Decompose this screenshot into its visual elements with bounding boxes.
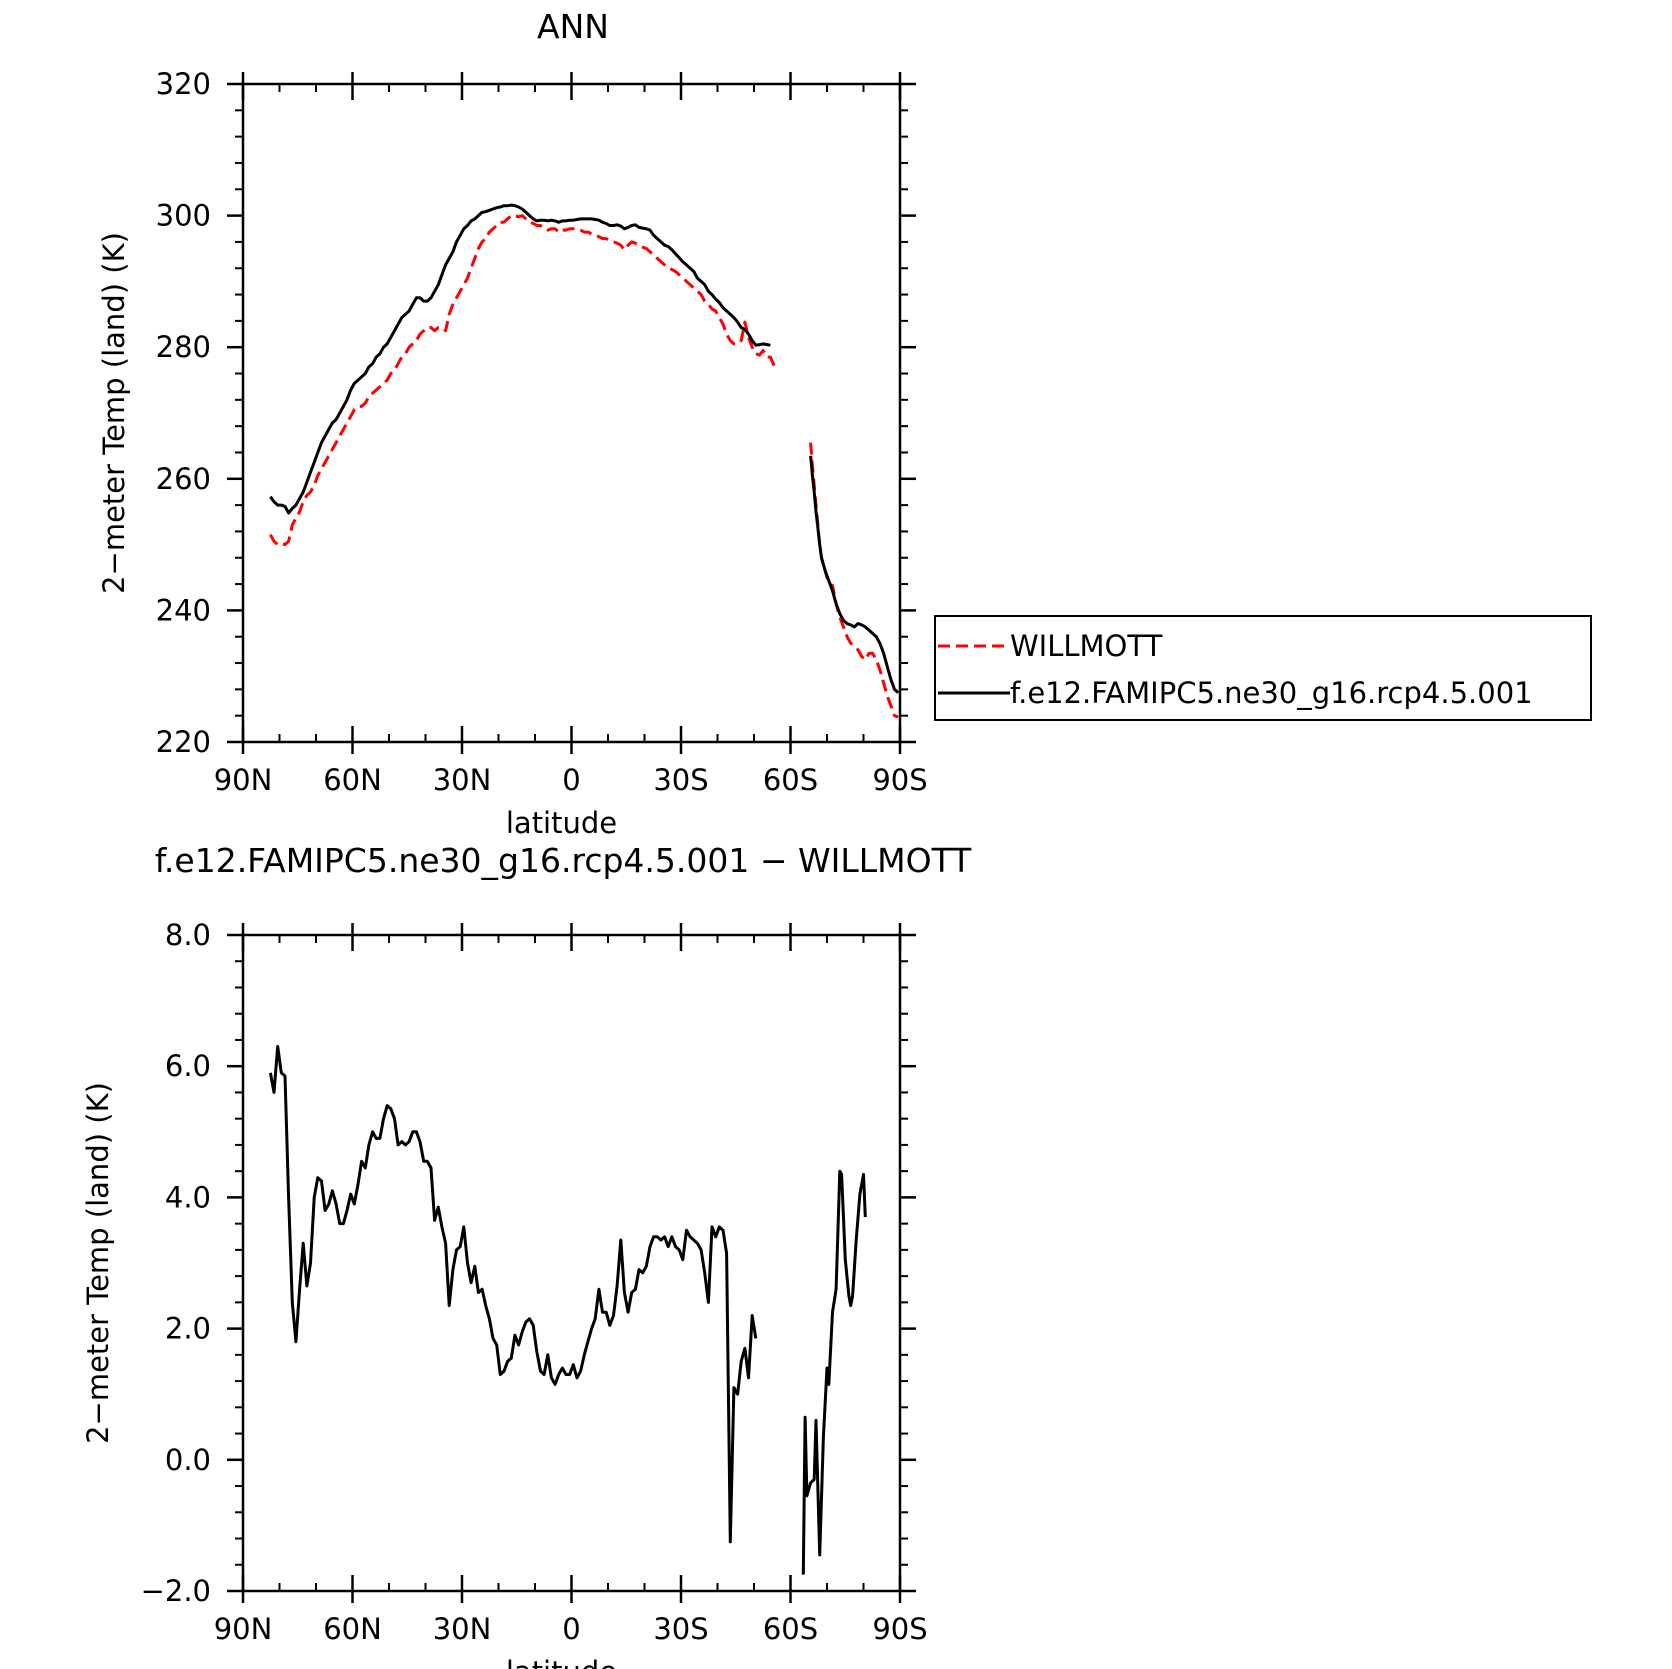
x-tick-label: 60N — [323, 763, 382, 797]
x-tick-label: 30S — [653, 1612, 708, 1646]
y-tick-label: −2.0 — [141, 1574, 211, 1608]
chart-title-bottom: f.e12.FAMIPC5.ne30_g16.rcp4.5.001 − WILL… — [155, 841, 972, 880]
legend-label-model: f.e12.FAMIPC5.ne30_g16.rcp4.5.001 — [1010, 676, 1533, 710]
plot-temperature-difference: 90N 60N 30N 0 30S 60S 90S −2.0 0.0 2.0 4.0 6.0 8.0 la… — [81, 918, 928, 1669]
x-tick-label: 90S — [872, 763, 927, 797]
x-axis-title: latitude — [506, 806, 617, 840]
x-tick-label: 30S — [653, 763, 708, 797]
plot-frame — [241, 933, 902, 1593]
y-tick-label: 300 — [156, 199, 211, 233]
x-tick-label: 90N — [214, 763, 273, 797]
legend-box — [934, 615, 1592, 721]
x-axis-title: latitude — [506, 1655, 617, 1669]
x-tick-label: 0 — [562, 1612, 580, 1646]
y-tick-label: 240 — [156, 593, 211, 627]
y-tick-label: 6.0 — [165, 1049, 211, 1083]
x-tick-label: 0 — [562, 763, 580, 797]
plot-annual-temperature: 90N 60N 30N 0 30S 60S 90S 220 240 260 280 300 320 lat… — [97, 67, 928, 840]
x-tick-label: 30N — [433, 763, 492, 797]
x-tick-label: 90N — [214, 1612, 273, 1646]
y-tick-label: 4.0 — [165, 1180, 211, 1214]
legend-label-willmott: WILLMOTT — [1010, 629, 1163, 663]
series-line-willmott-top — [809, 442, 899, 719]
y-tick-label: 260 — [156, 462, 211, 496]
x-tick-label: 90S — [872, 1612, 927, 1646]
x-tick-label: 60S — [763, 763, 818, 797]
legend: WILLMOTT f.e12.FAMIPC5.ne30_g16.rcp4.5.00… — [934, 615, 1592, 721]
series-line-willmott-top — [269, 214, 776, 547]
series-line-model-top — [269, 203, 771, 515]
y-axis-title: 2−meter Temp (land) (K) — [97, 232, 131, 594]
y-tick-label: 8.0 — [165, 918, 211, 952]
y-tick-label: 320 — [156, 67, 211, 101]
y-axis-title: 2−meter Temp (land) (K) — [81, 1082, 115, 1444]
x-tick-label: 60N — [323, 1612, 382, 1646]
y-tick-label: 0.0 — [165, 1443, 211, 1477]
chart-title-top: ANN — [537, 7, 609, 46]
y-tick-label: 2.0 — [165, 1312, 211, 1346]
series-line-model-bottom — [268, 1045, 758, 1544]
y-tick-label: 280 — [156, 330, 211, 364]
x-tick-label: 30N — [433, 1612, 492, 1646]
series-line-model-bottom — [801, 1169, 867, 1575]
plot-frame — [241, 82, 902, 744]
x-tick-label: 60S — [763, 1612, 818, 1646]
y-tick-label: 220 — [156, 725, 211, 759]
series-line-model-top — [809, 455, 900, 694]
